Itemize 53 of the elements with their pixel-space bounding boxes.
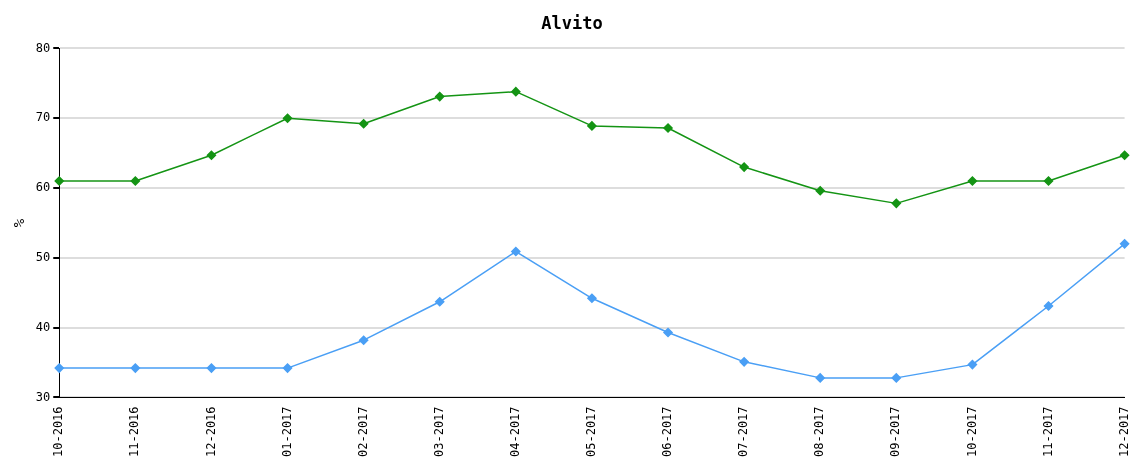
- point: [130, 363, 141, 373]
- y-tick-label: 60: [35, 180, 51, 195]
- x-tick-label: 12-2016: [203, 406, 218, 458]
- x-tick-label: 06-2017: [660, 406, 675, 458]
- y-tick-label: 30: [35, 389, 51, 404]
- point: [1119, 150, 1130, 160]
- point: [739, 162, 749, 172]
- y-tick-label: 40: [35, 319, 51, 334]
- point: [358, 119, 369, 129]
- point: [54, 363, 64, 373]
- point: [282, 113, 293, 123]
- point: [434, 297, 445, 307]
- x-tick-label: 11-2016: [127, 406, 142, 458]
- x-tick-label: 09-2017: [888, 406, 903, 458]
- y-tick-label: 50: [35, 249, 51, 264]
- point: [206, 363, 217, 373]
- point: [206, 150, 217, 160]
- point: [511, 246, 521, 257]
- y-tick-label: 80: [35, 40, 51, 55]
- y-tick-label: 70: [35, 110, 51, 125]
- x-tick-label: 04-2017: [507, 406, 522, 458]
- point: [1119, 239, 1130, 249]
- point: [891, 373, 902, 383]
- point: [587, 121, 597, 131]
- x-tick-label: 01-2017: [279, 406, 294, 458]
- point: [739, 357, 749, 367]
- x-tick-label: 10-2016: [51, 406, 66, 458]
- chart-title: Alvito: [541, 12, 603, 33]
- x-tick-label: 03-2017: [431, 406, 446, 458]
- point: [967, 176, 978, 186]
- point: [663, 123, 673, 133]
- point: [815, 186, 825, 196]
- x-tick-label: 11-2017: [1040, 406, 1055, 458]
- point: [1043, 301, 1054, 311]
- y-axis-title: %: [11, 218, 28, 228]
- x-tick-label: 07-2017: [736, 406, 751, 458]
- x-tick-label: 10-2017: [964, 406, 979, 458]
- point: [587, 293, 597, 304]
- point: [511, 86, 521, 97]
- point: [434, 91, 445, 102]
- point: [130, 176, 141, 186]
- point: [282, 363, 293, 373]
- point: [815, 373, 825, 383]
- x-tick-label: 08-2017: [812, 406, 827, 458]
- point: [54, 176, 64, 186]
- point: [358, 335, 369, 345]
- x-tick-label: 02-2017: [355, 406, 370, 458]
- point: [967, 359, 978, 370]
- x-tick-label: 05-2017: [584, 406, 599, 458]
- x-tick-label: 12-2017: [1116, 406, 1131, 458]
- point: [1043, 176, 1054, 186]
- point: [663, 327, 673, 338]
- point: [891, 198, 902, 209]
